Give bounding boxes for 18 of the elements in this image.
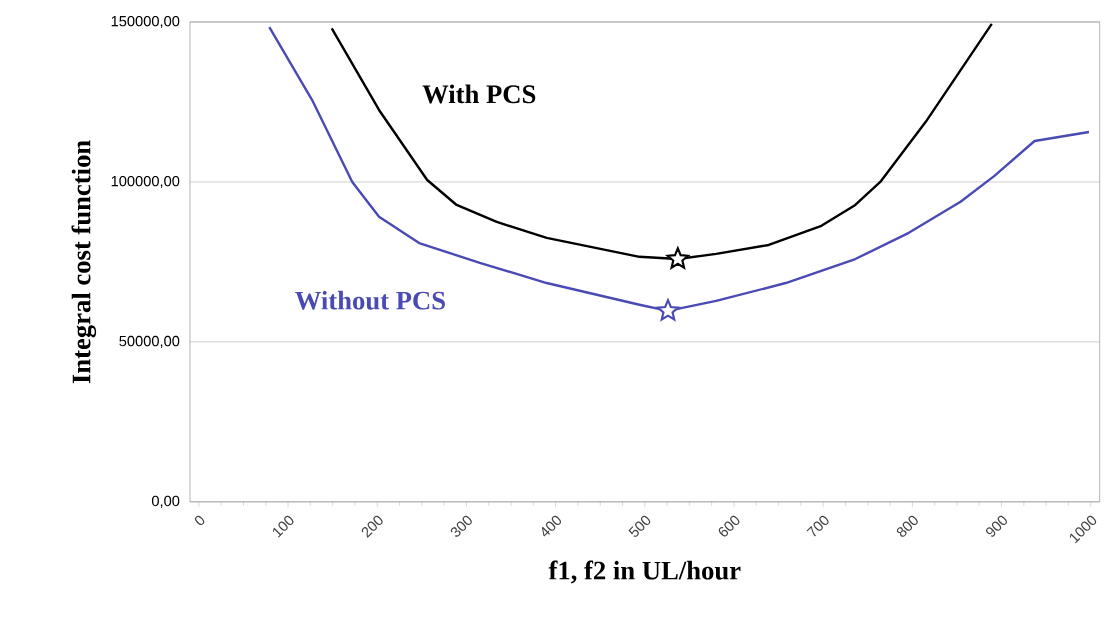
x-tick-label: 0 bbox=[194, 515, 205, 526]
x-tick-label: 600 bbox=[718, 515, 740, 537]
x-tick-label: 800 bbox=[896, 515, 918, 537]
x-tick-label: 700 bbox=[806, 515, 829, 537]
x-tick-label: 300 bbox=[450, 515, 472, 537]
y-axis-title: Integral cost function bbox=[71, 140, 97, 384]
series-label: Without PCS bbox=[295, 290, 445, 310]
x-tick-label: 200 bbox=[361, 515, 383, 538]
x-tick-label: 400 bbox=[541, 515, 562, 537]
x-tick-label: 500 bbox=[628, 515, 651, 537]
series-label: With PCS bbox=[422, 84, 536, 104]
x-axis-title: f1, f2 in UL/hour bbox=[548, 560, 741, 584]
x-tick-label: 900 bbox=[986, 515, 1007, 537]
y-tick-label: 100000,00 bbox=[111, 176, 180, 189]
x-tick-label: 100 bbox=[273, 515, 294, 538]
y-tick-label: 0,00 bbox=[151, 495, 180, 508]
y-tick-label: 150000,00 bbox=[111, 16, 180, 29]
y-tick-label: 50000,00 bbox=[119, 335, 180, 349]
